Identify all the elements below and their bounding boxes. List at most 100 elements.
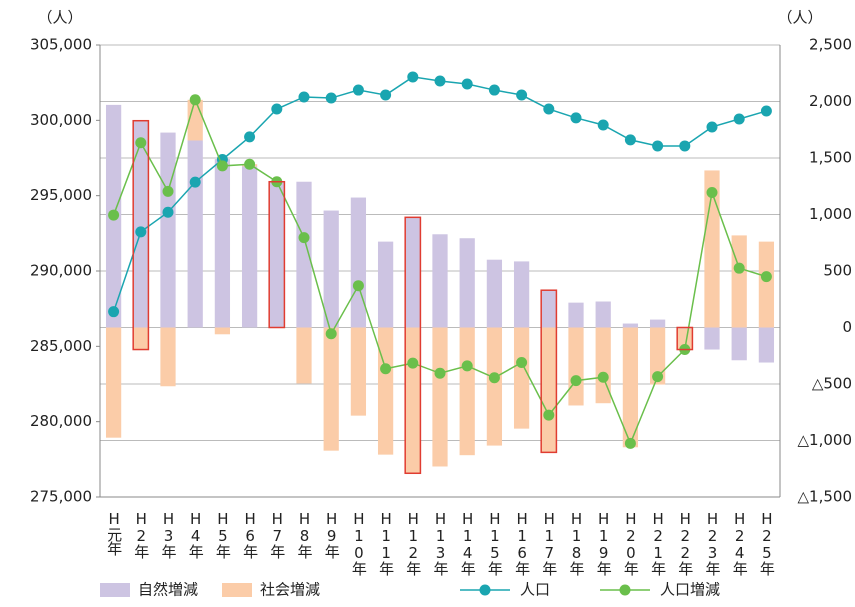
bar <box>459 327 475 456</box>
point <box>570 112 582 124</box>
x-tick-label: H18年 <box>568 510 586 576</box>
y-tick-label: 290,000 <box>30 262 92 280</box>
y-tick-label: 285,000 <box>30 337 92 355</box>
point <box>244 131 256 143</box>
legend-marker <box>619 584 631 596</box>
bar <box>350 327 367 416</box>
bar <box>432 234 448 328</box>
bar <box>622 323 639 328</box>
point <box>380 89 392 101</box>
highlight-box <box>676 326 694 351</box>
bar <box>296 327 312 384</box>
x-tick-label: H15年 <box>486 510 504 576</box>
point <box>298 91 310 103</box>
x-tick-label: H4年 <box>187 510 205 559</box>
point <box>108 306 120 318</box>
point <box>706 121 718 133</box>
bar <box>160 327 176 387</box>
x-tick-label: H11年 <box>377 510 395 576</box>
point <box>652 140 664 152</box>
bar <box>704 327 720 350</box>
bar <box>214 327 231 335</box>
point <box>543 103 555 115</box>
point <box>135 137 147 149</box>
point <box>352 280 364 292</box>
point <box>624 134 636 146</box>
point <box>516 89 528 101</box>
point <box>407 71 419 83</box>
y2-tick-label: 2,500 <box>809 36 852 54</box>
point <box>706 186 718 198</box>
x-tick-label: H20年 <box>622 510 640 576</box>
bar <box>595 301 611 328</box>
bar <box>595 327 611 404</box>
bar <box>513 261 530 328</box>
bar <box>677 328 693 350</box>
highlight-box <box>268 180 286 329</box>
point <box>597 119 609 131</box>
legend-label: 社会増減 <box>260 581 320 599</box>
point <box>162 185 174 197</box>
x-tick-label: H24年 <box>731 510 749 576</box>
x-tick-label: H12年 <box>404 510 422 576</box>
y2-tick-label: 1,000 <box>809 205 852 223</box>
point <box>488 372 500 384</box>
bar <box>704 170 720 328</box>
point <box>298 232 310 244</box>
point <box>244 158 256 170</box>
bar <box>323 327 339 451</box>
x-tick-label: H2年 <box>132 510 150 559</box>
x-tick-label: H元年 <box>105 510 123 556</box>
y2-tick-label: 1,500 <box>809 149 852 167</box>
y2-tick-label: △500 <box>812 375 852 393</box>
point <box>760 271 772 283</box>
point <box>407 357 419 369</box>
x-tick-label: H10年 <box>350 510 368 576</box>
bar <box>541 290 557 328</box>
bar <box>541 327 557 453</box>
point <box>570 375 582 387</box>
bar <box>405 327 421 474</box>
legend-swatch <box>100 583 130 597</box>
point <box>597 371 609 383</box>
bar <box>486 259 503 328</box>
x-tick-label: H19年 <box>595 510 613 576</box>
point <box>760 105 772 117</box>
y-tick-label: 300,000 <box>30 111 92 129</box>
bar <box>731 235 747 328</box>
bar <box>513 327 530 429</box>
highlight-box <box>132 119 150 351</box>
bar <box>350 197 367 328</box>
point <box>189 176 201 188</box>
y-tick-label: 280,000 <box>30 412 92 430</box>
bar <box>758 327 775 363</box>
x-tick-label: H7年 <box>268 510 286 559</box>
x-tick-label: H3年 <box>160 510 178 559</box>
y-tick-label: 275,000 <box>30 488 92 506</box>
bar <box>568 327 584 406</box>
bar <box>405 217 421 328</box>
y-tick-label: 295,000 <box>30 186 92 204</box>
x-tick-label: H6年 <box>241 510 259 559</box>
point <box>325 328 337 340</box>
x-tick-label: H22年 <box>676 510 694 576</box>
bar <box>323 210 339 328</box>
point <box>325 92 337 104</box>
bar <box>133 327 149 350</box>
bar <box>133 120 149 328</box>
legend-label: 人口増減 <box>660 581 720 599</box>
point <box>434 75 446 87</box>
point <box>488 84 500 96</box>
point <box>189 94 201 106</box>
point <box>624 437 636 449</box>
point <box>108 209 120 221</box>
bar <box>187 140 203 328</box>
point <box>135 226 147 238</box>
x-tick-label: H8年 <box>296 510 314 559</box>
legend-label: 人口 <box>520 581 550 599</box>
point <box>216 160 228 172</box>
point <box>679 140 691 152</box>
y-tick-label: 305,000 <box>30 36 92 54</box>
bar <box>486 327 503 446</box>
y2-tick-label: 2,000 <box>809 92 852 110</box>
